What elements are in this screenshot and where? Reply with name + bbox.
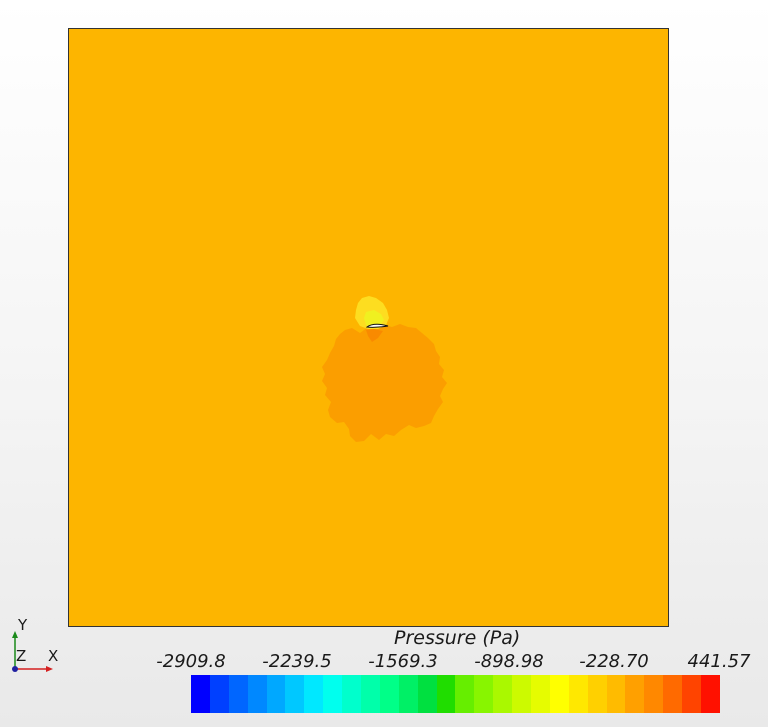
color-bar-segment bbox=[531, 675, 550, 713]
color-bar-segment bbox=[323, 675, 343, 713]
color-bar-segment bbox=[361, 675, 380, 713]
color-bar-segment bbox=[266, 675, 286, 713]
z-axis-label: Z bbox=[16, 647, 27, 665]
color-bar-segment bbox=[625, 675, 645, 713]
y-axis-label: Y bbox=[18, 616, 28, 634]
y-axis-arrowhead bbox=[12, 631, 18, 638]
color-bar-segment bbox=[342, 675, 362, 713]
legend-tick-label: 441.57 bbox=[687, 651, 751, 672]
color-bar-segment bbox=[512, 675, 532, 713]
color-bar-segment bbox=[436, 675, 456, 713]
color-bar-segment bbox=[247, 675, 267, 713]
color-bar-segment bbox=[644, 675, 664, 713]
color-bar-segment bbox=[701, 675, 720, 713]
color-bar-segment bbox=[191, 675, 210, 713]
legend-tick-label: -2239.5 bbox=[262, 651, 332, 672]
stagnation-region bbox=[366, 329, 383, 342]
color-bar-segment bbox=[493, 675, 513, 713]
legend-tick-label: -1569.3 bbox=[368, 651, 438, 672]
legend-tick-label: -898.98 bbox=[474, 651, 544, 672]
color-bar-segment bbox=[285, 675, 305, 713]
color-bar-segment bbox=[417, 675, 437, 713]
color-bar-segment bbox=[209, 675, 229, 713]
color-bar-segment bbox=[379, 675, 399, 713]
color-bar-segment bbox=[587, 675, 607, 713]
color-bar-segment bbox=[398, 675, 418, 713]
suction-core bbox=[364, 310, 384, 328]
axis-triad bbox=[12, 631, 53, 672]
x-axis-label: X bbox=[48, 647, 59, 665]
color-bar-segment bbox=[304, 675, 324, 713]
legend-tick-label: -228.70 bbox=[579, 651, 649, 672]
x-axis-arrowhead bbox=[46, 666, 53, 672]
legend-title: Pressure (Pa) bbox=[394, 627, 521, 649]
color-bar-segment bbox=[549, 675, 569, 713]
z-axis-origin bbox=[12, 666, 18, 672]
color-bar-segment bbox=[606, 675, 626, 713]
wake-region bbox=[322, 324, 447, 442]
color-bar bbox=[191, 675, 720, 713]
color-bar-segment bbox=[474, 675, 494, 713]
color-bar-segment bbox=[455, 675, 475, 713]
color-bar-segment bbox=[663, 675, 683, 713]
color-bar-segment bbox=[228, 675, 248, 713]
airfoil-outline bbox=[365, 323, 389, 328]
color-bar-segment bbox=[568, 675, 588, 713]
legend-tick-label: -2909.8 bbox=[156, 651, 226, 672]
color-bar-segment bbox=[682, 675, 702, 713]
